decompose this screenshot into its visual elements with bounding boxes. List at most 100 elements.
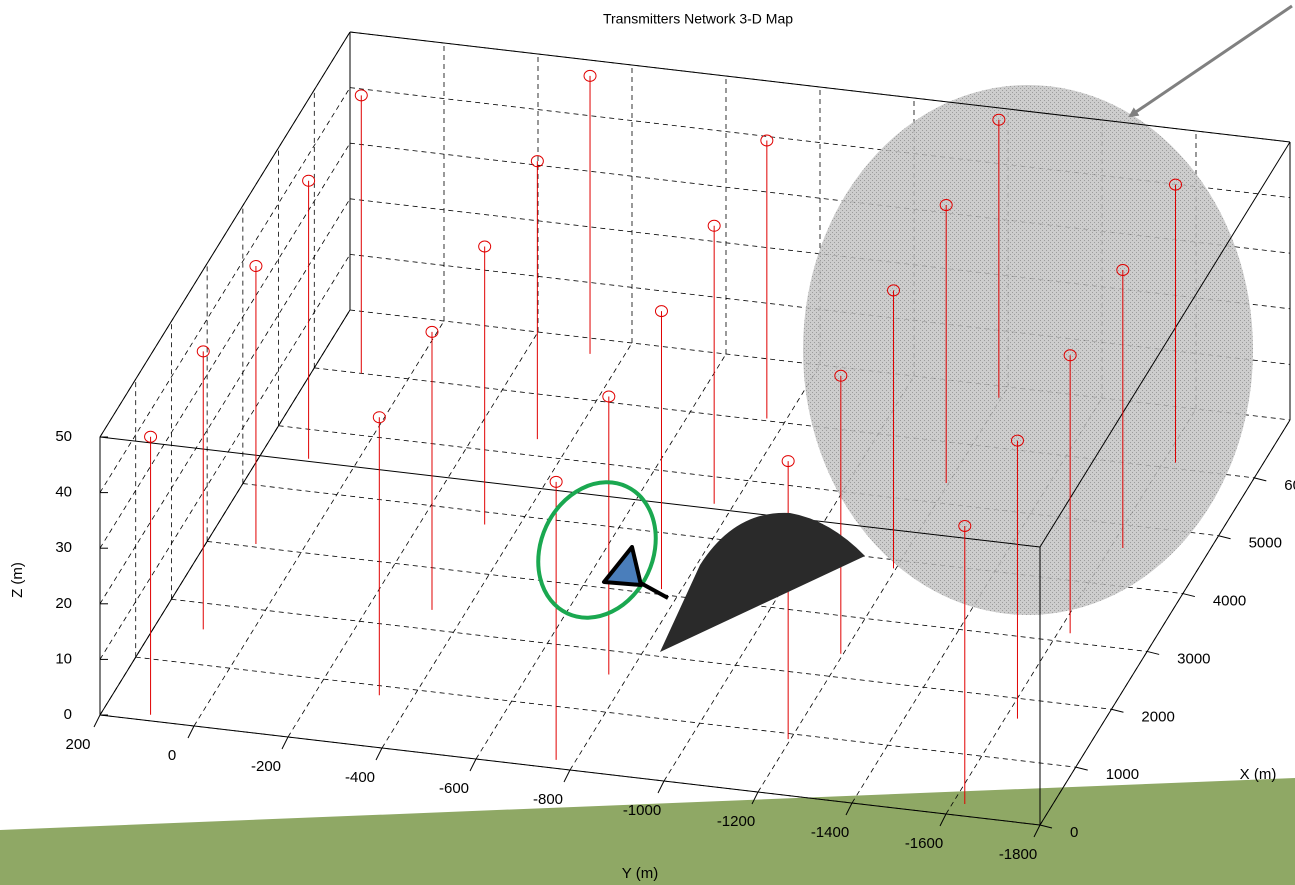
transmitter-marker <box>939 199 953 212</box>
transmitter-marker <box>1169 178 1182 191</box>
transmitter-marker <box>1116 263 1130 276</box>
y-tick <box>375 747 383 761</box>
z-tick-label: 0 <box>64 706 72 723</box>
transmitter-marker <box>1010 434 1024 447</box>
x-tick <box>1218 535 1231 540</box>
box-edge <box>349 31 1291 143</box>
floor-grid-line <box>569 364 821 771</box>
box-edge <box>99 31 351 438</box>
x-tick <box>1039 824 1053 829</box>
transmitter-marker <box>549 475 563 488</box>
transmitter-marker <box>425 325 439 338</box>
y-tick-label: -1600 <box>905 835 943 852</box>
y-tick <box>281 736 289 750</box>
x-tick <box>1111 708 1124 713</box>
x-tick-label: 1000 <box>1106 766 1139 783</box>
box-edge <box>1039 419 1291 826</box>
floor-grid-line <box>171 598 1112 710</box>
z-tick-label: 50 <box>55 428 72 445</box>
floor-grid-line <box>193 320 445 727</box>
floor-grid-line <box>287 331 539 738</box>
back-wall-grid-line <box>349 142 1291 254</box>
transmitter-marker <box>654 305 668 318</box>
y-axis-label: Y (m) <box>622 865 658 882</box>
transmitter-marker <box>583 69 597 82</box>
y-tick <box>1033 824 1041 838</box>
z-tick-label: 30 <box>55 539 72 556</box>
transmitter-marker <box>760 134 774 147</box>
side-wall-grid-line <box>99 87 351 493</box>
x-tick <box>1075 766 1088 771</box>
transmitter-marker <box>196 345 210 358</box>
x-tick <box>1254 477 1267 482</box>
transmitter-marker <box>478 240 492 253</box>
transmitter-marker <box>781 455 795 468</box>
transmitter-marker <box>887 284 901 297</box>
transmitter-marker <box>372 411 386 424</box>
labels: Transmitters Network 3-D Map Y (m) X (m)… <box>9 11 1295 882</box>
x-tick-label: 6000 <box>1284 477 1295 494</box>
y-tick <box>563 769 571 783</box>
floor-grid-line <box>207 541 1148 652</box>
x-tick <box>1147 650 1160 655</box>
box-edge <box>99 309 351 716</box>
floor-grid-line <box>135 656 1076 768</box>
side-wall-grid-line <box>99 198 351 605</box>
y-tick-label: -1200 <box>717 813 755 830</box>
side-wall-grid-line <box>99 142 351 549</box>
transmitter-marker <box>1063 349 1077 362</box>
box-edge <box>99 436 1041 548</box>
z-tick-label: 10 <box>55 650 72 667</box>
y-tick-label: 0 <box>168 747 176 764</box>
transmitter-marker <box>958 519 972 532</box>
floor-grid-line <box>475 353 727 760</box>
back-wall-grid-line <box>349 87 1291 198</box>
transmitter-marker <box>530 155 544 168</box>
x-axis-label: X (m) <box>1240 766 1277 783</box>
z-tick-label: 20 <box>55 595 72 612</box>
receiver-pattern <box>536 480 658 620</box>
x-tick-label: 4000 <box>1213 593 1246 610</box>
transmitter-marker <box>834 369 848 382</box>
y-tick <box>751 791 759 805</box>
pointer-arrow <box>1128 4 1293 118</box>
transmitter-marker <box>354 89 368 102</box>
ground <box>0 778 1295 885</box>
z-axis-label: Z (m) <box>9 562 26 598</box>
y-tick-label: 200 <box>65 736 90 753</box>
side-wall-grid-line <box>99 254 351 660</box>
transmitter-marker <box>249 260 263 273</box>
chart-title: Transmitters Network 3-D Map <box>603 11 793 27</box>
y-tick <box>657 780 665 794</box>
y-tick-label: -1400 <box>811 824 849 841</box>
transmitter-marker <box>707 219 721 232</box>
antenna-beam <box>660 512 865 652</box>
transmitter-marker <box>144 430 158 443</box>
transmitter-marker <box>992 113 1006 126</box>
box-edge <box>1039 141 1291 548</box>
y-tick-label: -800 <box>533 791 563 808</box>
floor-grid-line <box>381 342 633 749</box>
y-tick-label: -1800 <box>999 846 1037 863</box>
y-tick-label: -1000 <box>623 802 661 819</box>
y-tick <box>939 813 947 827</box>
transmitters <box>144 69 1182 804</box>
x-tick-label: 3000 <box>1177 650 1210 667</box>
coverage-zone <box>803 85 1253 615</box>
transmitter-marker <box>602 390 616 403</box>
y-tick <box>845 802 853 816</box>
back-wall-grid-line <box>349 198 1291 310</box>
transmitter-marker <box>302 174 316 187</box>
y-tick <box>469 758 477 772</box>
x-tick-label: 5000 <box>1249 535 1282 552</box>
floor-grid-line <box>278 425 1219 537</box>
x-tick-label: 0 <box>1070 824 1078 841</box>
floor-grid-line <box>314 367 1255 479</box>
z-tick-label: 40 <box>55 484 72 501</box>
y-tick-label: -600 <box>439 780 469 797</box>
y-tick-label: -200 <box>251 758 281 775</box>
back-wall-grid-line <box>349 254 1291 365</box>
y-tick <box>187 725 195 739</box>
